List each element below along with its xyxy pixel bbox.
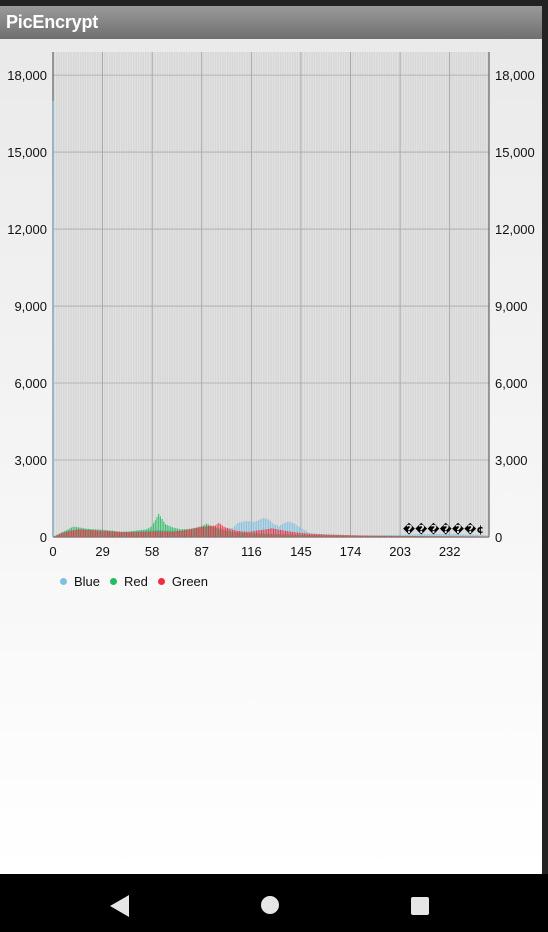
window-edge — [542, 6, 548, 874]
plot-area — [53, 52, 489, 537]
legend-swatch — [60, 577, 67, 585]
y-tick-label-right: 18,000 — [495, 68, 535, 83]
chart-annotation: ������¢ — [403, 522, 484, 536]
x-tick-label: 203 — [389, 544, 411, 559]
y-tick-label-right: 15,000 — [495, 145, 535, 160]
y-tick-label-right: 12,000 — [495, 222, 535, 237]
home-icon[interactable] — [261, 896, 279, 914]
x-tick-label: 116 — [241, 544, 262, 559]
y-tick-label-right: 6,000 — [495, 376, 528, 391]
y-tick-label-left: 3,000 — [14, 453, 47, 468]
y-tick-label-left: 6,000 — [14, 376, 47, 391]
x-tick-label: 29 — [95, 544, 109, 559]
legend-swatch — [110, 577, 118, 585]
y-tick-label-left: 12,000 — [7, 222, 47, 237]
x-tick-label: 145 — [290, 544, 312, 559]
status-strip — [0, 0, 548, 6]
x-tick-label: 87 — [195, 544, 209, 559]
y-tick-label-left: 18,000 — [7, 68, 47, 83]
legend-item-blue: Blue — [60, 574, 100, 589]
y-tick-label-right: 3,000 — [495, 453, 528, 468]
x-tick-label: 0 — [49, 544, 56, 559]
chart-legend: Blue Red Green — [60, 572, 218, 590]
recents-icon[interactable] — [411, 897, 429, 915]
legend-label: Red — [124, 573, 148, 589]
navigation-bar — [0, 874, 548, 932]
y-tick-label-right: 0 — [495, 530, 502, 545]
legend-label: Green — [171, 573, 209, 589]
x-tick-label: 58 — [145, 544, 159, 559]
x-tick-label: 174 — [340, 544, 362, 559]
y-tick-label-left: 9,000 — [14, 299, 47, 314]
y-tick-label-left: 0 — [40, 530, 47, 545]
legend-item-green: Green — [157, 573, 209, 589]
legend-swatch — [157, 577, 165, 585]
app-bar: PicEncrypt — [0, 6, 542, 39]
legend-label: Blue — [74, 573, 101, 589]
back-icon[interactable] — [108, 894, 130, 918]
app-window: PicEncrypt 0 0 3,000 3,000 6,000 6,000 9,000 9,… — [0, 6, 542, 874]
y-tick-label-left: 15,000 — [7, 145, 47, 160]
y-tick-label-right: 9,000 — [495, 299, 528, 314]
legend-item-red: Red — [110, 574, 148, 589]
app-title: PicEncrypt — [6, 12, 99, 32]
x-tick-label: 232 — [439, 544, 461, 559]
